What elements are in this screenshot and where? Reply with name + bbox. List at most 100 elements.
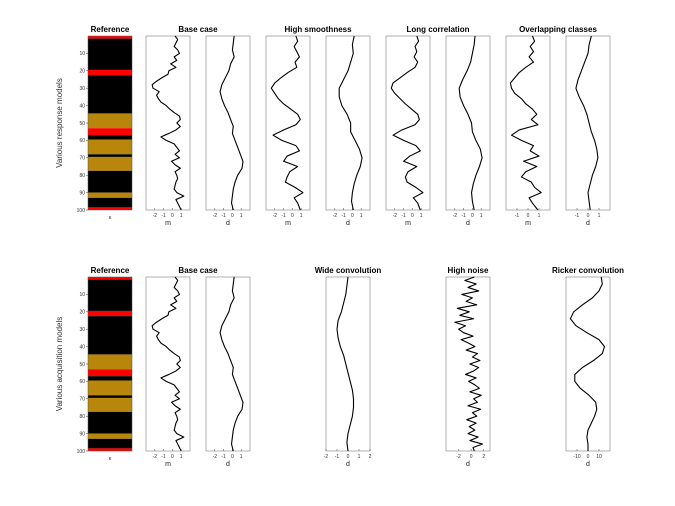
x-tick-label: -2 <box>153 213 158 219</box>
facies-band <box>88 380 132 396</box>
x-axis-label: m <box>165 461 171 468</box>
trace-panel: -1 0 1 d <box>565 35 611 227</box>
x-axis-label: d <box>226 220 230 227</box>
x-tick-label: -1 <box>515 213 520 219</box>
panel-frame <box>265 35 311 211</box>
x-tick-label: 2 <box>482 454 485 460</box>
trace-panel: -2 -1 0 1 m <box>145 35 191 227</box>
x-tick-label: -1 <box>221 454 226 460</box>
x-axis-label: d <box>586 461 590 468</box>
depth-tick-label: 20 <box>79 69 85 75</box>
reference-title: Reference <box>91 266 130 275</box>
panel-frame <box>385 35 431 211</box>
facies-band <box>88 438 132 449</box>
depth-tick-label: 70 <box>79 397 85 403</box>
trace-panel: -2 0 2 d <box>445 276 491 468</box>
group-title: Wide convolution <box>315 266 382 275</box>
facies-band <box>88 139 132 155</box>
x-tick-label: 0 <box>171 454 174 460</box>
series-line <box>219 35 244 211</box>
group-title: Overlapping classes <box>519 25 597 34</box>
x-tick-label: -1 <box>281 213 286 219</box>
trace-panel: -2 -1 0 1 d <box>205 276 251 468</box>
x-tick-label: 1 <box>180 213 183 219</box>
x-axis-label: d <box>466 461 470 468</box>
x-tick-label: -1 <box>335 454 340 460</box>
series-line <box>509 35 542 211</box>
x-tick-label: -2 <box>273 213 278 219</box>
x-axis-label: m <box>165 220 171 227</box>
facies-band <box>88 369 132 377</box>
depth-tick-label: 20 <box>79 310 85 316</box>
depth-tick-label: 90 <box>79 431 85 437</box>
x-tick-label: -2 <box>393 213 398 219</box>
facies-band <box>88 277 132 280</box>
x-tick-label: 1 <box>598 213 601 219</box>
group-title: High smoothness <box>284 25 352 34</box>
x-tick-label: -2 <box>333 213 338 219</box>
x-tick-label: 0 <box>347 454 350 460</box>
facies-band <box>88 156 132 171</box>
x-tick-label: -1 <box>161 454 166 460</box>
facies-band <box>88 354 132 370</box>
trace-panel: -2 -1 0 1 m <box>385 35 431 227</box>
x-tick-label: -10 <box>573 454 580 460</box>
x-axis-label: m <box>525 220 531 227</box>
x-tick-label: -1 <box>401 213 406 219</box>
depth-tick-label: 10 <box>79 51 85 57</box>
x-tick-label: 0 <box>231 213 234 219</box>
series-line <box>338 35 363 211</box>
x-tick-label: 0 <box>231 454 234 460</box>
x-axis-label: d <box>466 220 470 227</box>
reference-xlabel: κ <box>109 215 112 221</box>
x-axis-label: d <box>226 461 230 468</box>
group-title: High noise <box>448 266 489 275</box>
x-axis-label: d <box>346 220 350 227</box>
panel-frame <box>145 35 191 211</box>
series-line <box>575 35 599 211</box>
x-tick-label: 1 <box>480 213 483 219</box>
depth-tick-label: 70 <box>79 156 85 162</box>
x-tick-label: 0 <box>351 213 354 219</box>
depth-tick-label: 80 <box>79 173 85 179</box>
x-tick-label: -2 <box>213 213 218 219</box>
x-tick-label: 2 <box>369 454 372 460</box>
series-line <box>151 276 185 452</box>
panel-frame <box>565 35 611 211</box>
series-line <box>458 35 483 211</box>
panel-frame <box>445 35 491 211</box>
depth-tick-label: 40 <box>79 344 85 350</box>
facies-band <box>88 38 132 70</box>
series-line <box>336 276 355 452</box>
facies-band <box>88 113 132 129</box>
x-axis-label: m <box>405 220 411 227</box>
x-tick-label: 0 <box>471 213 474 219</box>
reference-title: Reference <box>91 25 130 34</box>
panel-frame <box>205 35 251 211</box>
x-tick-label: 1 <box>180 454 183 460</box>
series-line <box>454 276 484 452</box>
series-line <box>390 35 424 211</box>
x-tick-label: -2 <box>456 454 461 460</box>
facies-band <box>88 69 132 76</box>
series-line <box>569 276 606 451</box>
trace-panel: -2 -1 0 1 d <box>325 35 371 227</box>
x-tick-label: 0 <box>291 213 294 219</box>
panel-row-1: Various acquisition modelsReference10203… <box>55 266 624 468</box>
x-tick-label: -1 <box>161 213 166 219</box>
x-tick-label: 1 <box>538 213 541 219</box>
x-tick-label: 0 <box>587 213 590 219</box>
facies-band <box>88 192 132 198</box>
facies-band <box>88 395 132 398</box>
row-ylabel: Various acquisition models <box>55 317 64 412</box>
panel-frame <box>445 276 491 452</box>
x-axis-label: d <box>586 220 590 227</box>
facies-band <box>88 310 132 317</box>
series-line <box>270 35 304 211</box>
x-tick-label: 0 <box>470 454 473 460</box>
group-title: Long correlation <box>406 25 469 34</box>
x-tick-label: -2 <box>213 454 218 460</box>
facies-band <box>88 448 132 451</box>
facies-band <box>88 433 132 439</box>
